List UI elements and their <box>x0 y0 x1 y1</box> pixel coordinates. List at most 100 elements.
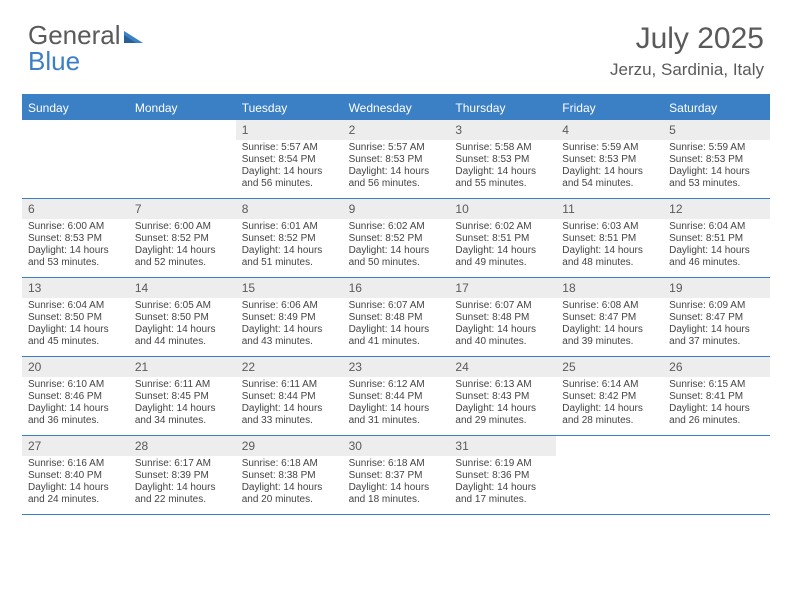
day-number: 15 <box>236 278 343 298</box>
day-cell: 22Sunrise: 6:11 AMSunset: 8:44 PMDayligh… <box>236 357 343 435</box>
day-number: 21 <box>129 357 236 377</box>
day-number: 11 <box>556 199 663 219</box>
sunset-text: Sunset: 8:47 PM <box>669 312 764 324</box>
daylight-text: Daylight: 14 hours and 44 minutes. <box>135 324 230 348</box>
daylight-text: Daylight: 14 hours and 50 minutes. <box>349 245 444 269</box>
daylight-text: Daylight: 14 hours and 56 minutes. <box>242 166 337 190</box>
day-number: 1 <box>236 120 343 140</box>
sunrise-text: Sunrise: 6:02 AM <box>455 221 550 233</box>
day-number: 3 <box>449 120 556 140</box>
sunrise-text: Sunrise: 6:00 AM <box>135 221 230 233</box>
day-cell <box>556 436 663 514</box>
day-cell: 21Sunrise: 6:11 AMSunset: 8:45 PMDayligh… <box>129 357 236 435</box>
sunset-text: Sunset: 8:44 PM <box>349 391 444 403</box>
sunrise-text: Sunrise: 5:58 AM <box>455 142 550 154</box>
calendar: Sunday Monday Tuesday Wednesday Thursday… <box>22 94 770 515</box>
daylight-text: Daylight: 14 hours and 55 minutes. <box>455 166 550 190</box>
sunset-text: Sunset: 8:52 PM <box>349 233 444 245</box>
sunset-text: Sunset: 8:52 PM <box>242 233 337 245</box>
sunrise-text: Sunrise: 6:08 AM <box>562 300 657 312</box>
day-cell: 2Sunrise: 5:57 AMSunset: 8:53 PMDaylight… <box>343 120 450 198</box>
day-details: Sunrise: 6:17 AMSunset: 8:39 PMDaylight:… <box>129 456 236 506</box>
day-cell: 9Sunrise: 6:02 AMSunset: 8:52 PMDaylight… <box>343 199 450 277</box>
sunrise-text: Sunrise: 5:57 AM <box>242 142 337 154</box>
daylight-text: Daylight: 14 hours and 34 minutes. <box>135 403 230 427</box>
day-details: Sunrise: 6:18 AMSunset: 8:38 PMDaylight:… <box>236 456 343 506</box>
day-number: 13 <box>22 278 129 298</box>
day-details: Sunrise: 6:11 AMSunset: 8:45 PMDaylight:… <box>129 377 236 427</box>
day-cell: 23Sunrise: 6:12 AMSunset: 8:44 PMDayligh… <box>343 357 450 435</box>
day-cell: 11Sunrise: 6:03 AMSunset: 8:51 PMDayligh… <box>556 199 663 277</box>
sunrise-text: Sunrise: 6:19 AM <box>455 458 550 470</box>
day-cell: 7Sunrise: 6:00 AMSunset: 8:52 PMDaylight… <box>129 199 236 277</box>
daylight-text: Daylight: 14 hours and 56 minutes. <box>349 166 444 190</box>
sunrise-text: Sunrise: 6:11 AM <box>135 379 230 391</box>
sunrise-text: Sunrise: 6:04 AM <box>28 300 123 312</box>
day-details: Sunrise: 6:11 AMSunset: 8:44 PMDaylight:… <box>236 377 343 427</box>
daylight-text: Daylight: 14 hours and 36 minutes. <box>28 403 123 427</box>
daylight-text: Daylight: 14 hours and 28 minutes. <box>562 403 657 427</box>
sunset-text: Sunset: 8:50 PM <box>135 312 230 324</box>
daylight-text: Daylight: 14 hours and 46 minutes. <box>669 245 764 269</box>
day-header-saturday: Saturday <box>663 96 770 120</box>
day-cell: 16Sunrise: 6:07 AMSunset: 8:48 PMDayligh… <box>343 278 450 356</box>
day-details: Sunrise: 5:58 AMSunset: 8:53 PMDaylight:… <box>449 140 556 190</box>
sunset-text: Sunset: 8:47 PM <box>562 312 657 324</box>
daylight-text: Daylight: 14 hours and 29 minutes. <box>455 403 550 427</box>
day-number <box>663 436 770 442</box>
day-number: 12 <box>663 199 770 219</box>
day-details: Sunrise: 6:02 AMSunset: 8:51 PMDaylight:… <box>449 219 556 269</box>
sunrise-text: Sunrise: 6:18 AM <box>349 458 444 470</box>
day-details: Sunrise: 6:04 AMSunset: 8:51 PMDaylight:… <box>663 219 770 269</box>
day-details: Sunrise: 6:13 AMSunset: 8:43 PMDaylight:… <box>449 377 556 427</box>
sunset-text: Sunset: 8:40 PM <box>28 470 123 482</box>
daylight-text: Daylight: 14 hours and 53 minutes. <box>28 245 123 269</box>
sunset-text: Sunset: 8:51 PM <box>669 233 764 245</box>
day-cell: 10Sunrise: 6:02 AMSunset: 8:51 PMDayligh… <box>449 199 556 277</box>
sunrise-text: Sunrise: 6:11 AM <box>242 379 337 391</box>
sunrise-text: Sunrise: 5:59 AM <box>669 142 764 154</box>
location-name: Jerzu, Sardinia, Italy <box>610 60 764 80</box>
title-block: July 2025 Jerzu, Sardinia, Italy <box>610 22 764 80</box>
sunset-text: Sunset: 8:43 PM <box>455 391 550 403</box>
day-details: Sunrise: 6:02 AMSunset: 8:52 PMDaylight:… <box>343 219 450 269</box>
day-details: Sunrise: 6:10 AMSunset: 8:46 PMDaylight:… <box>22 377 129 427</box>
day-number <box>22 120 129 126</box>
day-number: 19 <box>663 278 770 298</box>
week-row: 20Sunrise: 6:10 AMSunset: 8:46 PMDayligh… <box>22 357 770 436</box>
day-details: Sunrise: 6:09 AMSunset: 8:47 PMDaylight:… <box>663 298 770 348</box>
day-number: 4 <box>556 120 663 140</box>
day-number: 30 <box>343 436 450 456</box>
logo-flag-icon <box>124 22 144 48</box>
logo-text-blue: Blue <box>28 46 80 76</box>
daylight-text: Daylight: 14 hours and 22 minutes. <box>135 482 230 506</box>
day-details: Sunrise: 6:07 AMSunset: 8:48 PMDaylight:… <box>343 298 450 348</box>
sunset-text: Sunset: 8:39 PM <box>135 470 230 482</box>
day-cell: 8Sunrise: 6:01 AMSunset: 8:52 PMDaylight… <box>236 199 343 277</box>
header: GeneralBlue July 2025 Jerzu, Sardinia, I… <box>0 0 792 88</box>
day-details: Sunrise: 6:00 AMSunset: 8:52 PMDaylight:… <box>129 219 236 269</box>
daylight-text: Daylight: 14 hours and 43 minutes. <box>242 324 337 348</box>
day-number <box>129 120 236 126</box>
day-cell: 26Sunrise: 6:15 AMSunset: 8:41 PMDayligh… <box>663 357 770 435</box>
daylight-text: Daylight: 14 hours and 48 minutes. <box>562 245 657 269</box>
day-cell: 6Sunrise: 6:00 AMSunset: 8:53 PMDaylight… <box>22 199 129 277</box>
day-cell <box>663 436 770 514</box>
sunrise-text: Sunrise: 5:57 AM <box>349 142 444 154</box>
sunrise-text: Sunrise: 6:09 AM <box>669 300 764 312</box>
day-cell: 13Sunrise: 6:04 AMSunset: 8:50 PMDayligh… <box>22 278 129 356</box>
month-title: July 2025 <box>610 22 764 56</box>
daylight-text: Daylight: 14 hours and 54 minutes. <box>562 166 657 190</box>
sunrise-text: Sunrise: 6:15 AM <box>669 379 764 391</box>
sunrise-text: Sunrise: 5:59 AM <box>562 142 657 154</box>
day-cell: 30Sunrise: 6:18 AMSunset: 8:37 PMDayligh… <box>343 436 450 514</box>
sunrise-text: Sunrise: 6:07 AM <box>349 300 444 312</box>
daylight-text: Daylight: 14 hours and 52 minutes. <box>135 245 230 269</box>
week-row: 13Sunrise: 6:04 AMSunset: 8:50 PMDayligh… <box>22 278 770 357</box>
sunrise-text: Sunrise: 6:13 AM <box>455 379 550 391</box>
sunset-text: Sunset: 8:53 PM <box>349 154 444 166</box>
day-cell: 5Sunrise: 5:59 AMSunset: 8:53 PMDaylight… <box>663 120 770 198</box>
day-header-friday: Friday <box>556 96 663 120</box>
day-cell <box>22 120 129 198</box>
day-details: Sunrise: 5:57 AMSunset: 8:53 PMDaylight:… <box>343 140 450 190</box>
